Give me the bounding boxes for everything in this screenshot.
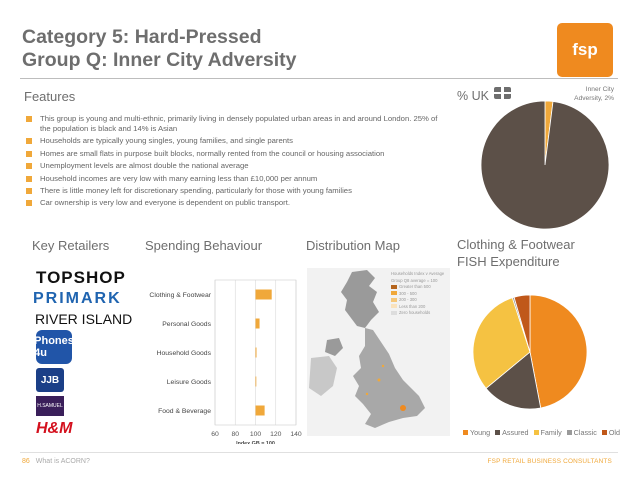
feature-item: Households are typically young singles, … xyxy=(24,136,444,146)
cf-legend-label: Young xyxy=(470,428,491,437)
clothing-fish-pie-chart xyxy=(472,294,588,410)
spending-bar xyxy=(255,318,260,329)
map-legend-item: Less than 200 xyxy=(391,304,447,311)
footer-section: What is ACORN? xyxy=(35,458,90,465)
footer-left: 86 What is ACORN? xyxy=(22,458,90,465)
jjb-logo: JJB xyxy=(36,368,64,392)
river-island-logo: RIVER ISLAND xyxy=(35,311,133,327)
map-legend-item: Zero households xyxy=(391,310,447,317)
features-heading: Features xyxy=(24,89,76,104)
cf-legend-label: Old xyxy=(608,428,621,437)
spending-category-label: Personal Goods xyxy=(162,321,211,328)
feature-item: Unemployment levels are almost double th… xyxy=(24,161,444,171)
cf-pie-slice-old xyxy=(513,294,531,353)
cf-legend-label: Family xyxy=(540,428,562,437)
uk-share-pie-chart xyxy=(480,100,610,230)
ireland-shape xyxy=(309,356,337,396)
cf-legend-swatch xyxy=(566,430,572,435)
cf-legend-item: Assured xyxy=(495,428,529,437)
feature-item: Car ownership is very low and everyone i… xyxy=(24,198,444,208)
feature-item: There is little money left for discretio… xyxy=(24,186,444,196)
fsp-logo: fsp xyxy=(557,23,613,77)
title-line-2: Group Q: Inner City Adversity xyxy=(22,49,297,71)
spending-plot-frame xyxy=(214,279,297,426)
phones4u-logo: Phones 4u xyxy=(34,330,74,364)
northern-ireland-shape xyxy=(325,338,343,356)
spending-bar xyxy=(255,405,265,416)
cf-legend-item: Old xyxy=(601,428,621,437)
features-list: This group is young and multi-ethnic, pr… xyxy=(24,114,444,211)
spending-category-label: Household Goods xyxy=(157,350,212,357)
clothing-heading: Clothing & Footwear FISH Expenditure xyxy=(457,236,575,270)
map-legend-item: 200 - 300 xyxy=(391,297,447,304)
cf-legend-label: Assured xyxy=(502,428,529,437)
spending-category-label: Leisure Goods xyxy=(167,379,212,386)
spending-bar xyxy=(255,376,257,387)
cf-pie-slice-family xyxy=(472,297,531,389)
england-wales-shape xyxy=(353,328,425,428)
uk-pie-slice-rest-of-uk xyxy=(480,100,610,230)
cf-legend-swatch xyxy=(463,430,468,435)
map-legend-label: 300 - 500 xyxy=(399,290,417,296)
spending-x-tick: 120 xyxy=(270,431,282,438)
map-legend-title: Households Index v Average xyxy=(391,271,445,276)
distribution-heading: Distribution Map xyxy=(306,238,400,253)
h-samuel-logo: H.SAMUEL xyxy=(36,396,64,416)
uk-flag-icon xyxy=(494,87,511,99)
key-retailers-heading: Key Retailers xyxy=(32,238,110,253)
cf-legend-swatch xyxy=(601,430,607,435)
spending-bar-chart: 60 80 100 120 140 Clothing & Footwear Personal… xyxy=(149,279,302,444)
page-number: 86 xyxy=(22,458,30,465)
clothing-pie-legend: Young Assured Family Classic Old xyxy=(463,428,620,437)
uk-share-heading: % UK xyxy=(457,89,489,103)
map-legend-label: Greater than 500 xyxy=(399,284,431,289)
spending-category-label: Clothing & Footwear xyxy=(149,292,211,299)
cf-legend-swatch xyxy=(533,430,539,435)
spending-x-tick: 80 xyxy=(231,431,239,438)
topshop-logo: TOPSHOP xyxy=(36,268,126,287)
scotland-shape xyxy=(341,270,379,328)
footer-company: FSP RETAIL BUSINESS CONSULTANTS xyxy=(487,458,612,465)
map-legend: Households Index v Average Group Q8 aver… xyxy=(391,271,447,317)
title-divider xyxy=(20,78,618,79)
spending-x-tick: 100 xyxy=(250,431,262,438)
hm-logo: H&M xyxy=(36,420,73,437)
clothing-heading-line-2: FISH Expenditure xyxy=(457,254,560,269)
feature-item: Homes are small flats in purpose built b… xyxy=(24,149,444,159)
map-legend-label: Less than 200 xyxy=(399,303,426,309)
map-legend-subtitle: Group Q8 average = 100 xyxy=(391,277,438,283)
map-legend-label: 200 - 300 xyxy=(399,297,417,302)
spending-x-tick: 60 xyxy=(211,431,219,438)
cf-legend-item: Classic xyxy=(566,428,597,437)
spending-category-label: Food & Beverage xyxy=(158,408,211,415)
map-legend-item: 300 - 500 xyxy=(391,291,447,298)
map-legend-label: Zero households xyxy=(399,310,431,315)
clothing-heading-line-1: Clothing & Footwear xyxy=(457,237,575,252)
spending-x-axis-label: Index GB = 100 xyxy=(236,441,275,444)
footer-divider xyxy=(20,452,618,453)
cf-legend-item: Family xyxy=(533,428,562,437)
uk-pie-label: Inner City Adversity, 2% xyxy=(574,86,614,102)
spending-x-tick: 140 xyxy=(290,431,302,438)
spending-bar xyxy=(255,347,257,358)
map-legend-item: Greater than 500 xyxy=(391,284,447,291)
primark-logo: PRIMARK xyxy=(33,290,122,307)
cf-legend-swatch xyxy=(495,430,501,435)
uk-distribution-map xyxy=(307,268,450,436)
spending-bar xyxy=(255,289,272,300)
cf-pie-slice-assured xyxy=(485,351,542,410)
cf-pie-slice-young xyxy=(529,294,588,409)
feature-item: Household incomes are very low with many… xyxy=(24,174,444,184)
feature-item: This group is young and multi-ethnic, pr… xyxy=(24,114,444,134)
spending-heading: Spending Behaviour xyxy=(145,238,263,253)
page-title: Category 5: Hard-Pressed Group Q: Inner … xyxy=(22,26,442,72)
title-line-1: Category 5: Hard-Pressed xyxy=(22,26,262,48)
cf-legend-label: Classic xyxy=(573,428,597,437)
cf-legend-item: Young xyxy=(463,428,490,437)
